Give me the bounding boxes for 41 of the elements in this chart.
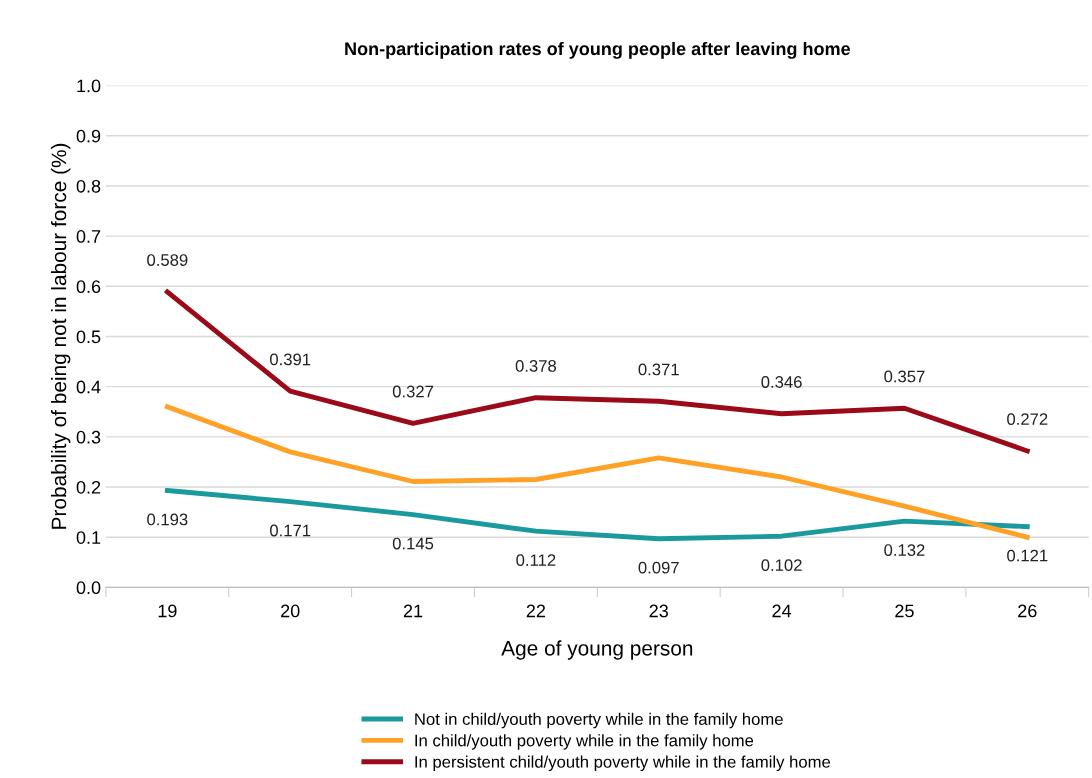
y-tick-label: 0.1 [76, 531, 101, 544]
x-tick-label: 21 [403, 604, 423, 618]
y-tick-label: 0.7 [76, 230, 101, 243]
data-label: 0.102 [761, 559, 802, 572]
x-tick-label: 24 [772, 604, 792, 618]
data-label: 0.121 [1007, 549, 1048, 562]
y-tick-label: 0.5 [76, 330, 101, 344]
x-tick-label: 22 [526, 604, 546, 618]
data-label: 0.378 [515, 360, 557, 372]
data-label: 0.193 [147, 513, 188, 526]
legend-label: In child/youth poverty while in the family home [415, 734, 754, 750]
data-label: 0.272 [1007, 413, 1048, 426]
legend-label: In persistent child/youth poverty while in the family home [415, 755, 831, 772]
y-tick-label: 0.3 [76, 430, 101, 444]
y-tick-label: 0.4 [76, 380, 101, 394]
data-label: 0.327 [392, 385, 434, 398]
data-label: 0.097 [638, 561, 679, 574]
x-axis-title: Age of young person [501, 640, 693, 660]
x-tick-label: 20 [281, 604, 300, 618]
data-label: 0.132 [884, 544, 925, 556]
x-tick-label: 19 [158, 604, 177, 618]
x-tick-label: 25 [895, 604, 914, 618]
data-label: 0.371 [638, 363, 679, 376]
data-label: 0.145 [392, 537, 434, 550]
x-tick-label: 26 [1018, 604, 1037, 618]
data-label: 0.346 [761, 376, 802, 388]
legend-label: Not in child/youth poverty while in the family home [415, 712, 783, 729]
y-tick-label: 0.9 [76, 129, 101, 143]
data-label: 0.112 [516, 554, 556, 567]
x-tick-label: 23 [649, 604, 668, 618]
data-label: 0.357 [884, 370, 925, 383]
y-axis-title: Probability of being not in labour force (%) [50, 143, 71, 529]
y-tick-label: 0.2 [76, 480, 101, 494]
data-label: 0.589 [147, 254, 188, 266]
y-tick-label: 0.0 [76, 581, 101, 595]
data-label: 0.171 [270, 524, 311, 537]
chart-title: Non-participation rates of young people after leaving home [345, 41, 851, 59]
y-tick-label: 1.0 [77, 79, 101, 93]
y-tick-label: 0.6 [76, 280, 101, 294]
y-tick-label: 0.8 [76, 179, 101, 193]
data-label: 0.391 [270, 353, 311, 366]
